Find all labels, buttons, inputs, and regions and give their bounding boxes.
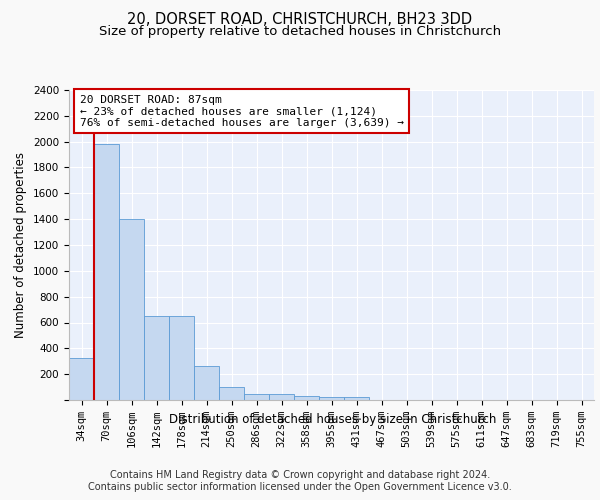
Bar xyxy=(194,366,219,400)
Text: Contains HM Land Registry data © Crown copyright and database right 2024.
Contai: Contains HM Land Registry data © Crown c… xyxy=(88,470,512,492)
Bar xyxy=(269,394,294,400)
Text: 20, DORSET ROAD, CHRISTCHURCH, BH23 3DD: 20, DORSET ROAD, CHRISTCHURCH, BH23 3DD xyxy=(127,12,473,28)
Text: Distribution of detached houses by size in Christchurch: Distribution of detached houses by size … xyxy=(169,412,497,426)
Text: Size of property relative to detached houses in Christchurch: Size of property relative to detached ho… xyxy=(99,25,501,38)
Bar xyxy=(119,219,144,400)
Bar xyxy=(319,398,344,400)
Y-axis label: Number of detached properties: Number of detached properties xyxy=(14,152,28,338)
Bar xyxy=(144,316,169,400)
Bar xyxy=(169,316,194,400)
Bar xyxy=(219,387,244,400)
Text: 20 DORSET ROAD: 87sqm
← 23% of detached houses are smaller (1,124)
76% of semi-d: 20 DORSET ROAD: 87sqm ← 23% of detached … xyxy=(79,94,404,128)
Bar xyxy=(69,358,94,400)
Bar xyxy=(294,396,319,400)
Bar xyxy=(244,394,269,400)
Bar xyxy=(94,144,119,400)
Bar xyxy=(344,398,369,400)
